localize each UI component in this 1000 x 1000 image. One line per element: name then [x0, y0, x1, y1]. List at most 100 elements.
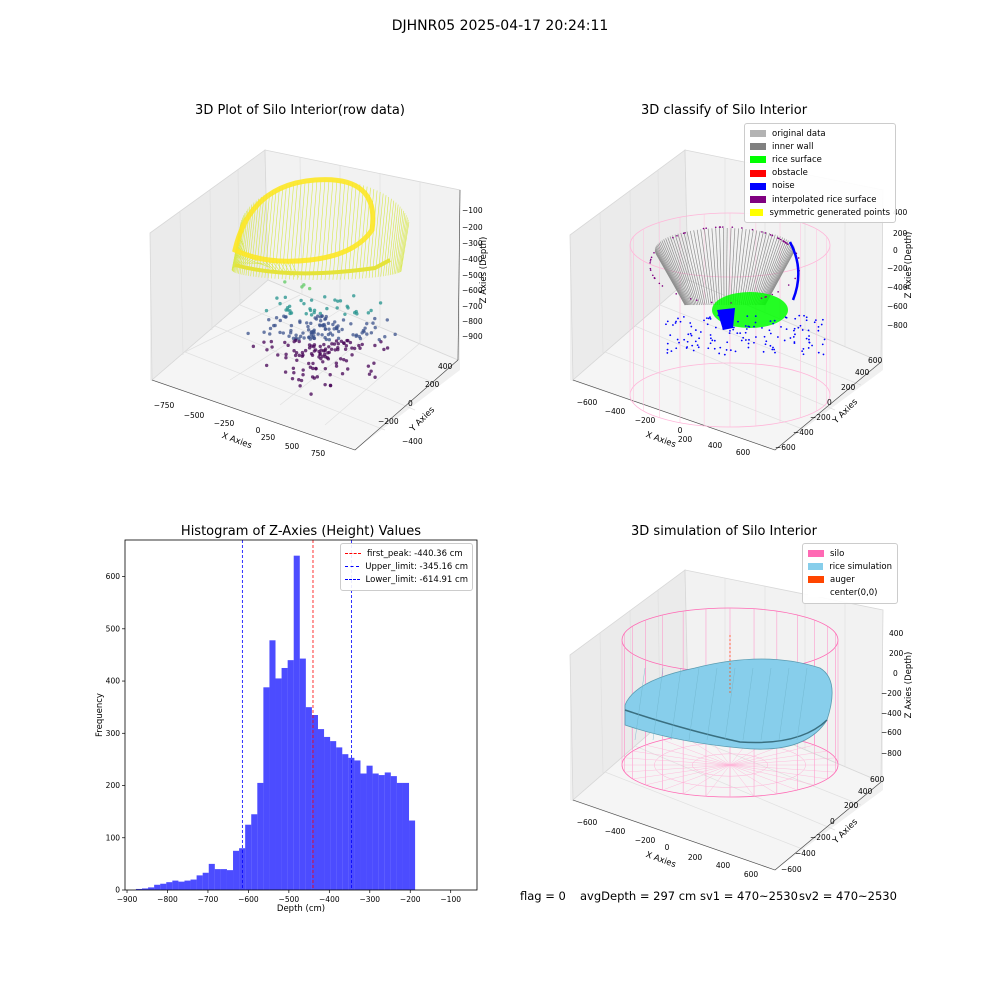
raw-xtick: −250: [214, 419, 235, 428]
silo-floor-spoke: [729, 757, 836, 766]
noise-point: [783, 339, 786, 342]
raw-point: [332, 342, 337, 346]
noise-point: [740, 339, 743, 342]
legend-swatch: [750, 169, 766, 177]
noise-point: [679, 320, 682, 323]
raw-point: [339, 339, 344, 344]
x-tick-label: −100: [440, 895, 461, 904]
noise-point: [772, 322, 775, 325]
raw-point: [369, 308, 373, 313]
legend-entry: silo: [808, 547, 892, 560]
noise-point: [672, 324, 674, 326]
noise-point: [797, 326, 800, 329]
raw-point: [312, 310, 316, 315]
raw-wall-stroke: [300, 180, 310, 280]
raw-wall-stroke: [237, 247, 246, 267]
simulation-xtick: −200: [635, 836, 656, 845]
noise-point: [694, 340, 697, 343]
raw-point: [300, 350, 305, 355]
raw-point: [351, 333, 355, 337]
interpolated-point: [649, 267, 652, 270]
noise-point: [699, 331, 702, 333]
noise-point: [707, 317, 710, 320]
interpolated-point: [649, 262, 651, 264]
y-tick-label: 200: [106, 781, 121, 790]
raw-wall-stroke: [316, 179, 326, 281]
interpolated-point: [777, 237, 779, 239]
raw-point: [302, 283, 306, 287]
raw-wall-stroke: [399, 217, 408, 273]
inner-wall-stroke: [661, 240, 690, 306]
interpolated-point: [761, 231, 763, 233]
histogram-bar: [293, 555, 300, 890]
inner-wall-stroke: [686, 231, 704, 306]
raw-point: [328, 331, 333, 335]
noise-point: [717, 314, 720, 317]
noise-point: [794, 317, 797, 320]
simulation-ztick: 400: [889, 629, 904, 638]
classify-axes-panes: [569, 149, 884, 451]
raw-point: [295, 358, 299, 362]
raw-xtick: 750: [311, 449, 326, 458]
raw-wall-stroke: [308, 180, 318, 280]
classify-xtick: −200: [635, 416, 656, 425]
inner-wall-stroke: [715, 228, 721, 306]
histogram-bar: [257, 782, 264, 890]
raw-point: [323, 335, 327, 340]
raw-point: [318, 323, 322, 328]
noise-point: [794, 333, 796, 336]
raw-point: [281, 331, 286, 335]
raw-point: [357, 334, 362, 339]
raw-point: [373, 343, 377, 348]
raw-point: [338, 299, 343, 303]
noise-point: [670, 350, 673, 352]
legend-entry: noise: [750, 180, 890, 193]
raw-point: [299, 298, 303, 303]
histogram-bar: [311, 715, 318, 890]
legend-label: obstacle: [772, 168, 808, 179]
raw-point: [350, 346, 354, 350]
raw-point: [285, 305, 290, 310]
classify-ytick: 0: [827, 398, 832, 407]
raw-point: [308, 337, 313, 341]
raw-point: [346, 367, 350, 371]
histogram-bar: [409, 820, 416, 890]
histogram-bar: [396, 782, 403, 890]
classify-ytick: −400: [793, 428, 814, 437]
raw-point: [385, 346, 390, 350]
raw-wall-stroke: [391, 206, 401, 275]
noise-point: [729, 330, 731, 332]
raw-point: [307, 286, 312, 291]
raw-point: [310, 353, 315, 357]
interpolated-point: [649, 260, 652, 262]
raw-point: [320, 354, 325, 359]
raw-point: [311, 361, 315, 366]
raw-point: [276, 353, 280, 357]
raw-point: [283, 295, 288, 300]
raw-point: [268, 326, 273, 331]
noise-point: [727, 320, 730, 322]
noise-point: [801, 350, 804, 353]
raw-ztick: −900: [462, 332, 483, 341]
raw-point: [300, 354, 304, 358]
interpolated-point: [769, 234, 772, 236]
inner-wall-stroke: [667, 237, 693, 306]
raw-point: [278, 330, 282, 335]
raw-wall-stroke: [320, 180, 330, 281]
histogram-bar: [148, 887, 155, 890]
noise-point: [690, 325, 693, 328]
raw-wall-stroke: [399, 219, 409, 273]
noise-point: [808, 341, 811, 344]
histogram-bar: [354, 760, 361, 890]
noise-point: [690, 334, 693, 337]
noise-point: [737, 320, 739, 323]
x-tick-label: −900: [117, 895, 138, 904]
footer-flag: flag = 0: [520, 889, 566, 903]
noise-point: [666, 348, 669, 351]
classify-3d-plot: −600 −400 −200 0 200 400 600 −600 −400 −…: [569, 149, 914, 457]
legend-entry: inner wall: [750, 140, 890, 153]
raw-point: [342, 341, 346, 346]
inner-wall-stroke: [725, 228, 728, 306]
legend-line: [345, 553, 361, 555]
